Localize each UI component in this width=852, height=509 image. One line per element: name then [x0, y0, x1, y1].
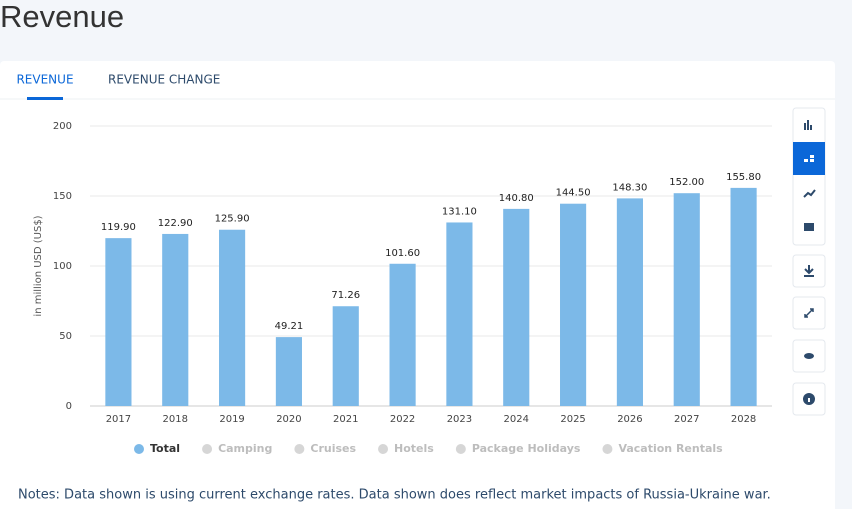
legend-label[interactable]: Package Holidays: [472, 442, 581, 455]
legend-label[interactable]: Hotels: [394, 442, 434, 455]
x-tick-label: 2017: [106, 414, 131, 425]
legend-label[interactable]: Cruises: [310, 442, 356, 455]
legend-label[interactable]: Camping: [218, 442, 272, 455]
bar: [446, 222, 473, 406]
y-tick-label: 50: [59, 331, 72, 342]
legend-marker[interactable]: [455, 444, 466, 454]
bar: [616, 198, 643, 406]
x-tick-label: 2027: [674, 414, 699, 425]
bar: [673, 193, 700, 406]
value-label: 155.80: [726, 172, 761, 183]
tab[interactable]: REVENUE CHANGE: [108, 73, 220, 87]
bar: [389, 263, 416, 406]
x-tick-label: 2018: [163, 414, 188, 425]
bar: [275, 337, 302, 406]
bar: [332, 306, 359, 406]
legend-marker[interactable]: [134, 444, 144, 454]
y-tick-label: 100: [53, 261, 72, 272]
bar: [730, 187, 757, 406]
bar: [105, 238, 132, 406]
legend-marker[interactable]: [378, 444, 389, 454]
legend-label[interactable]: Total: [150, 442, 180, 455]
value-label: 140.80: [499, 193, 534, 204]
x-tick-label: 2025: [560, 414, 585, 425]
legend-marker[interactable]: [602, 444, 613, 454]
bar: [219, 229, 246, 406]
value-label: 144.50: [556, 188, 591, 199]
toolbar-active[interactable]: [793, 142, 825, 175]
bar: [162, 233, 189, 406]
y-tick-label: 0: [66, 401, 72, 412]
bar: [560, 203, 587, 406]
value-label: 101.60: [385, 248, 420, 259]
x-tick-label: 2024: [504, 414, 529, 425]
y-axis-label: in million USD (US$): [33, 215, 44, 316]
x-tick-label: 2028: [731, 414, 756, 425]
bar: [503, 208, 530, 406]
x-tick-label: 2021: [333, 414, 358, 425]
toolbar: [792, 107, 826, 416]
value-label: 71.26: [331, 290, 360, 301]
value-label: 119.90: [101, 222, 136, 233]
tab-active[interactable]: REVENUE: [16, 73, 73, 87]
legend-marker[interactable]: [294, 444, 305, 454]
value-label: 125.90: [215, 214, 250, 225]
value-label: 148.30: [612, 182, 647, 193]
y-tick-label: 150: [53, 191, 72, 202]
value-label: 122.90: [158, 218, 193, 229]
x-tick-label: 2026: [617, 414, 642, 425]
tab-underline: [27, 97, 63, 100]
x-tick-label: 2020: [276, 414, 301, 425]
y-tick-label: 200: [53, 121, 72, 132]
notes: Notes: Data shown is using current excha…: [18, 488, 771, 503]
x-tick-label: 2023: [447, 414, 472, 425]
value-label: 49.21: [275, 321, 304, 332]
legend-marker[interactable]: [202, 444, 213, 454]
page-title: Revenue: [0, 0, 124, 34]
x-tick-label: 2019: [219, 414, 244, 425]
value-label: 152.00: [669, 177, 704, 188]
x-tick-label: 2022: [390, 414, 415, 425]
legend-label[interactable]: Vacation Rentals: [618, 442, 723, 455]
value-label: 131.10: [442, 206, 477, 217]
